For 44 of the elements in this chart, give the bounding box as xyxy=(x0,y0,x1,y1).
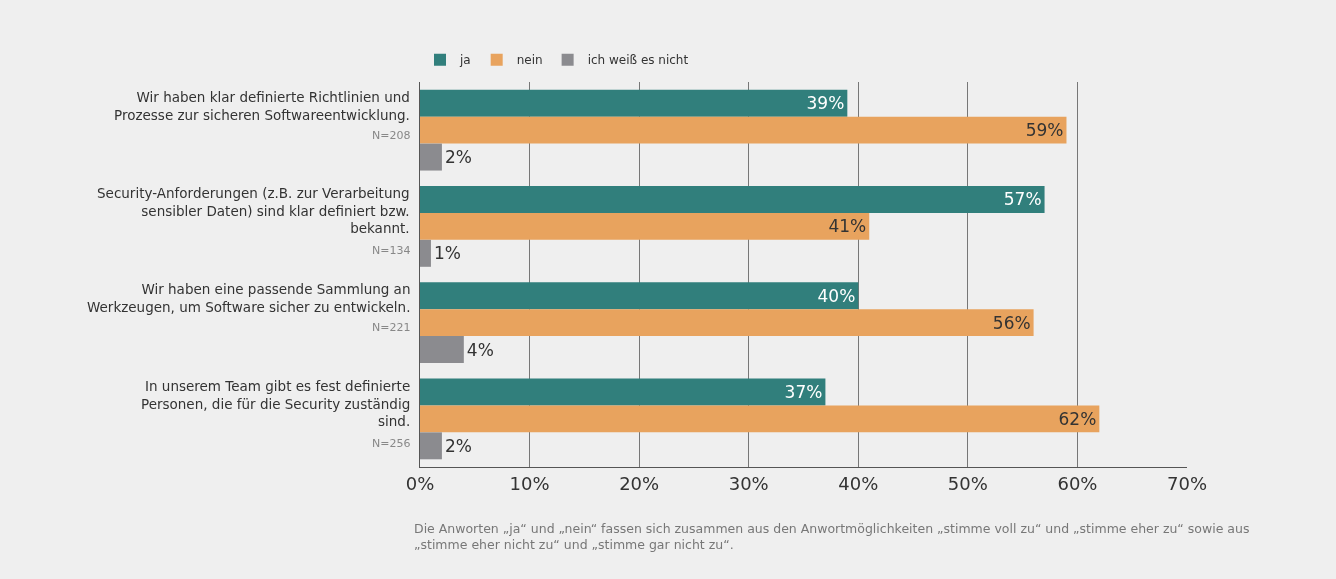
data-label: 59% xyxy=(1025,120,1064,141)
x-tick-label: 50% xyxy=(947,472,988,494)
x-tick-label: 0% xyxy=(405,472,435,494)
data-label: 41% xyxy=(828,216,867,237)
bar xyxy=(420,405,1100,433)
data-label: 2% xyxy=(444,435,472,456)
legend-label: nein xyxy=(516,53,543,68)
bar xyxy=(420,432,442,460)
data-label: 2% xyxy=(444,147,472,168)
bar xyxy=(420,336,464,364)
text: N=134 xyxy=(372,244,411,257)
x-tick-label: 70% xyxy=(1166,472,1208,494)
data-label: 37% xyxy=(784,381,823,402)
x-tick-label: 20% xyxy=(619,472,660,494)
data-label: 57% xyxy=(1003,189,1042,210)
bar xyxy=(420,116,1067,144)
data-label: 4% xyxy=(466,339,494,360)
x-tick-label: 40% xyxy=(838,472,879,494)
bar xyxy=(420,378,826,406)
y-tick-label: Security-Anforderungen (z.B. zur Verarbeitung sensibler Daten) sind klar definiert bzw. bekannt. xyxy=(97,185,410,237)
bar xyxy=(420,212,870,240)
bar xyxy=(420,143,442,171)
data-label: 39% xyxy=(806,93,845,114)
data-label: 40% xyxy=(817,285,856,306)
y-tick-label: Wir haben klar definierte Richtlinien und Prozesse zur sicheren Softwareentwicklung. xyxy=(114,89,410,123)
x-tick-label: 10% xyxy=(509,472,550,494)
text: Die Anworten „ja“ und „nein“ fassen sich zusammen aus den Anwortmöglichkeiten „stimme voll zu“ und „stimme eher zu“ sowie aus „stimme eher nicht zu“ und „stimme gar nicht zu“. xyxy=(414,521,1250,553)
data-label: 56% xyxy=(992,312,1031,333)
y-tick-label: Wir haben eine passende Sammlung an Werkzeugen, um Software sicher zu entwickeln. xyxy=(87,281,411,315)
bar xyxy=(420,309,1034,337)
data-label: 1% xyxy=(433,243,461,264)
x-tick-label: 60% xyxy=(1057,472,1098,494)
text: N=256 xyxy=(372,437,411,450)
bar xyxy=(420,185,1045,213)
legend-label: ja xyxy=(459,53,471,68)
legend-label: ich weiß es nicht xyxy=(587,53,689,68)
y-tick-label: In unserem Team gibt es fest definierte Personen, die für die Security zuständig sind. xyxy=(141,378,411,430)
text: N=221 xyxy=(372,321,411,334)
bar xyxy=(420,239,431,267)
bar xyxy=(420,282,859,310)
bar xyxy=(420,89,848,117)
data-label: 62% xyxy=(1058,408,1097,429)
text: N=208 xyxy=(372,129,411,142)
x-tick-label: 30% xyxy=(728,472,769,494)
